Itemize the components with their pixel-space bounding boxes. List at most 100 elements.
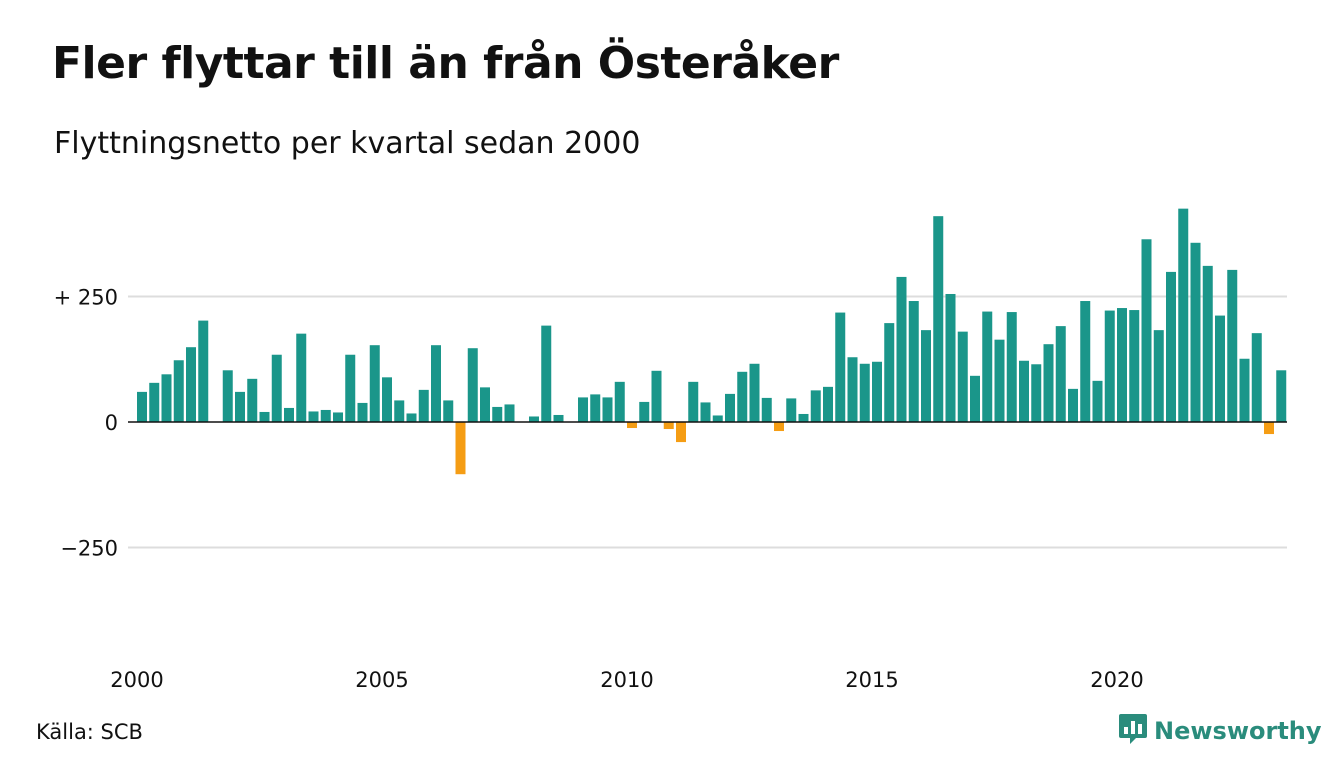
bar xyxy=(1178,208,1189,422)
bar xyxy=(737,371,748,422)
bar xyxy=(1166,271,1176,422)
bar xyxy=(688,381,699,422)
bar xyxy=(663,422,674,430)
x-axis-ticks: 2000 2005 2010 2015 2020 xyxy=(110,668,1143,692)
bar xyxy=(357,402,368,422)
y-axis-ticks: + 250 0 −250 xyxy=(54,286,118,561)
bar xyxy=(712,415,723,422)
bar xyxy=(1215,315,1225,422)
bar xyxy=(1264,422,1274,435)
bar xyxy=(345,354,356,422)
bar xyxy=(271,354,282,422)
bar xyxy=(431,345,441,422)
x-tick-label: 2020 xyxy=(1090,668,1143,692)
bar xyxy=(308,411,319,422)
bar xyxy=(553,414,564,422)
bar xyxy=(676,422,686,443)
bar xyxy=(1239,358,1250,422)
bar xyxy=(1276,370,1287,422)
bar xyxy=(1104,310,1115,422)
bar xyxy=(394,400,405,422)
bar xyxy=(933,216,944,422)
bar xyxy=(186,347,196,422)
bar xyxy=(835,312,846,422)
bar xyxy=(541,325,552,422)
bar xyxy=(1019,360,1029,422)
bar xyxy=(994,339,1005,422)
source-label: Källa: SCB xyxy=(36,720,143,744)
bar xyxy=(1117,308,1127,422)
bar xyxy=(970,375,980,422)
newsworthy-icon xyxy=(1118,712,1148,750)
bar xyxy=(627,422,637,429)
bar xyxy=(247,378,258,422)
x-tick-label: 2015 xyxy=(845,668,898,692)
chart-subtitle: Flyttningsnetto per kvartal sedan 2000 xyxy=(54,126,641,161)
bar xyxy=(896,276,907,422)
bar xyxy=(749,363,760,422)
bar xyxy=(173,360,184,422)
bar xyxy=(884,323,895,422)
bar xyxy=(1092,380,1103,422)
bar xyxy=(774,422,784,432)
bar xyxy=(1141,239,1152,422)
bar xyxy=(1251,333,1262,422)
y-tick-label: −250 xyxy=(60,537,118,561)
bars xyxy=(137,208,1287,475)
bar xyxy=(480,387,490,422)
bar xyxy=(1080,301,1091,422)
bar xyxy=(1190,242,1201,422)
bar xyxy=(418,389,429,422)
bar xyxy=(786,398,797,422)
bar xyxy=(284,407,294,422)
x-tick-label: 2005 xyxy=(355,668,408,692)
bar xyxy=(235,391,245,422)
bar xyxy=(161,374,172,422)
bar xyxy=(467,348,478,422)
bar xyxy=(1202,265,1213,422)
bar xyxy=(198,320,209,422)
bar xyxy=(455,422,466,475)
bar xyxy=(406,413,417,422)
bar xyxy=(259,411,270,422)
bar xyxy=(921,330,931,422)
bar xyxy=(504,404,515,422)
bar xyxy=(578,397,588,422)
bar xyxy=(137,391,147,422)
x-tick-label: 2000 xyxy=(110,668,163,692)
y-tick-label: 0 xyxy=(105,411,118,435)
bar xyxy=(1031,364,1042,422)
bar xyxy=(1153,330,1164,422)
bar xyxy=(149,382,160,422)
bar xyxy=(333,412,343,422)
brand-name: Newsworthy xyxy=(1154,717,1322,745)
bar xyxy=(296,333,307,422)
bar xyxy=(529,416,539,422)
bar xyxy=(369,345,380,422)
bar xyxy=(320,409,331,422)
bar xyxy=(859,363,870,422)
y-tick-label: + 250 xyxy=(54,286,118,310)
bar xyxy=(443,400,454,422)
bar xyxy=(614,381,625,422)
bar xyxy=(1055,326,1066,422)
bar xyxy=(590,394,601,422)
bar xyxy=(602,397,613,422)
bar xyxy=(382,377,392,422)
bar xyxy=(798,413,809,422)
bar xyxy=(761,397,772,422)
bar xyxy=(1068,388,1078,422)
bar xyxy=(492,406,503,422)
bar xyxy=(725,393,735,422)
gridlines xyxy=(128,295,1287,549)
bar xyxy=(810,390,821,422)
bar xyxy=(847,357,858,422)
bar xyxy=(957,331,968,422)
bar xyxy=(945,293,956,422)
bar xyxy=(651,370,662,422)
bar xyxy=(1043,344,1054,422)
bar xyxy=(908,301,919,422)
bar xyxy=(1129,310,1140,422)
bar xyxy=(982,311,993,422)
